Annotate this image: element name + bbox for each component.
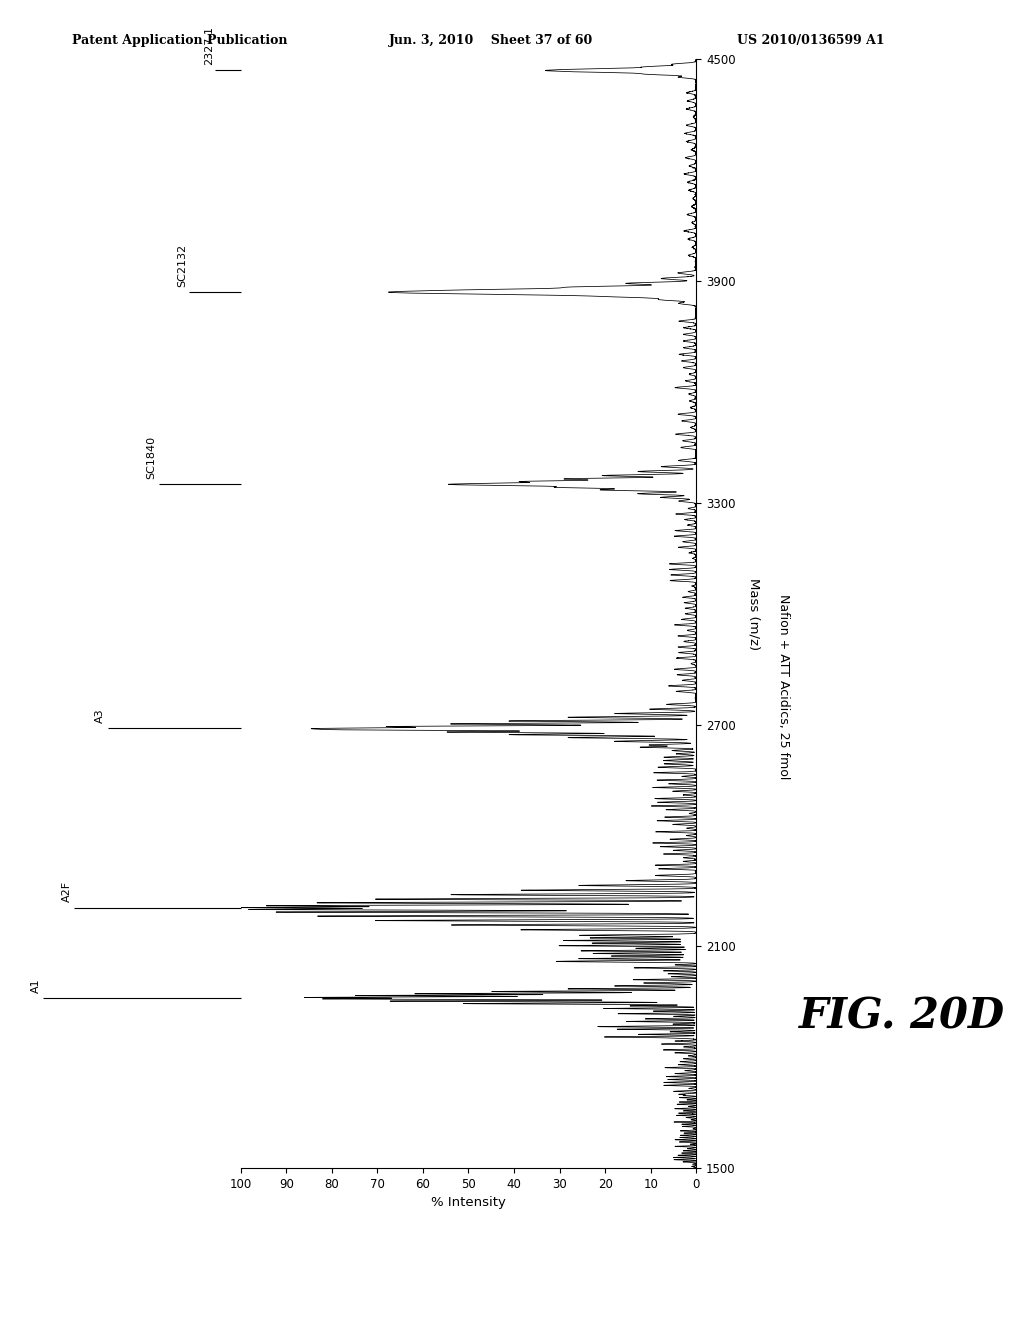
- Text: SC2132: SC2132: [177, 244, 187, 286]
- Text: FIG. 20D: FIG. 20D: [799, 995, 1005, 1038]
- Text: Jun. 3, 2010    Sheet 37 of 60: Jun. 3, 2010 Sheet 37 of 60: [389, 34, 593, 48]
- Text: A3: A3: [95, 709, 105, 723]
- Text: 2327.1: 2327.1: [204, 26, 214, 65]
- Y-axis label: Mass (m/z): Mass (m/z): [748, 578, 761, 649]
- Text: Nafion + ATT Acidics, 25 fmol: Nafion + ATT Acidics, 25 fmol: [777, 594, 790, 779]
- Text: Patent Application Publication: Patent Application Publication: [72, 34, 287, 48]
- Text: A2F: A2F: [61, 882, 72, 903]
- Text: A1: A1: [31, 978, 41, 993]
- Text: SC1840: SC1840: [146, 436, 157, 479]
- X-axis label: % Intensity: % Intensity: [431, 1196, 506, 1209]
- Text: US 2010/0136599 A1: US 2010/0136599 A1: [737, 34, 885, 48]
